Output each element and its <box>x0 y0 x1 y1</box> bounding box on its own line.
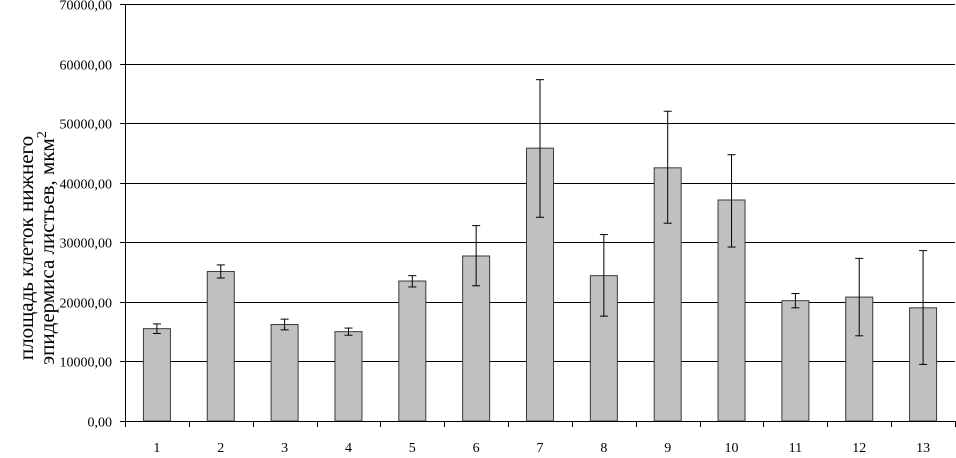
bar-2 <box>206 270 235 422</box>
x-tick-label: 6 <box>473 441 480 456</box>
y-tick-label: 0,00 <box>88 416 113 431</box>
y-tick-label: 50000,00 <box>60 118 113 133</box>
y-axis-label-line1: площадь клеток нижнего <box>14 136 38 360</box>
y-axis-label: площадь клеток нижнегоэпидермиса листьев… <box>14 131 59 365</box>
x-tick-label: 1 <box>153 441 160 456</box>
bar-5 <box>398 280 427 422</box>
bar-1 <box>142 328 171 422</box>
x-tick-label: 13 <box>916 441 930 456</box>
bar-7 <box>526 147 554 422</box>
x-tick-label: 3 <box>281 441 288 456</box>
x-tick-label: 10 <box>725 441 739 456</box>
y-tick-label: 70000,00 <box>60 0 113 14</box>
y-tick-label: 10000,00 <box>60 356 113 371</box>
bar-4 <box>334 331 363 422</box>
x-tick-labels: 1 2 3 4 5 6 7 8 9 10 11 12 13 <box>153 441 930 456</box>
x-tick-label: 5 <box>409 441 416 456</box>
bar-8 <box>589 275 618 422</box>
x-tick-label: 9 <box>664 441 671 456</box>
y-tick-label: 30000,00 <box>60 237 113 252</box>
x-tick-label: 7 <box>537 441 544 456</box>
y-axis-label-superscript: 2 <box>35 131 50 138</box>
y-tick-label: 20000,00 <box>60 297 113 312</box>
x-tick-label: 12 <box>852 441 866 456</box>
x-tick-label: 2 <box>217 441 224 456</box>
x-tick-label: 11 <box>789 441 802 456</box>
y-tick-labels: 0,00 10000,00 20000,00 30000,00 40000,00 5000… <box>60 0 113 431</box>
y-axis-label-line2: эпидермиса листьев, мкм <box>35 138 59 365</box>
x-tick-label: 4 <box>345 441 352 456</box>
bar-3 <box>270 323 299 422</box>
bar-11 <box>781 300 810 422</box>
error-bars <box>152 79 928 365</box>
y-tick-label: 60000,00 <box>60 59 113 74</box>
x-tick-label: 8 <box>600 441 607 456</box>
y-tick-label: 40000,00 <box>60 178 113 193</box>
